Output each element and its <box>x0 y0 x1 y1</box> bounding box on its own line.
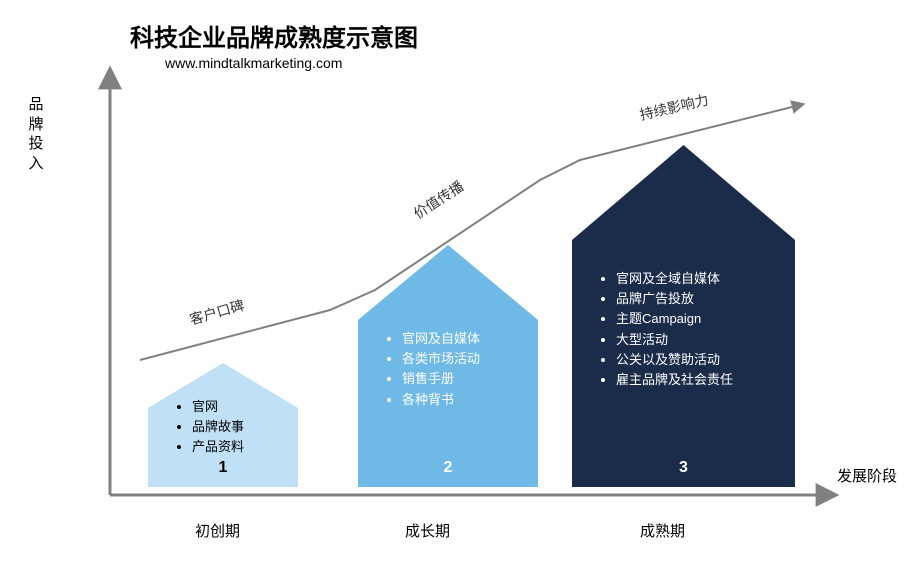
stage-number-2: 2 <box>358 459 538 477</box>
brand-maturity-diagram: 科技企业品牌成熟度示意图 www.mindtalkmarketing.com 品… <box>0 0 922 578</box>
stage-item: 主题Campaign <box>616 310 733 328</box>
stage-item: 公关以及赞助活动 <box>616 351 733 369</box>
stage-item: 各种背书 <box>402 391 480 409</box>
stage-item: 品牌广告投放 <box>616 290 733 308</box>
stage-items-1: 官网品牌故事产品资料 <box>170 398 244 459</box>
stage-label-2: 成长期 <box>405 520 450 541</box>
stage-item: 品牌故事 <box>192 418 244 436</box>
stage-number-1: 1 <box>148 459 298 477</box>
stage-label-1: 初创期 <box>195 520 240 541</box>
stage-label-3: 成熟期 <box>640 520 685 541</box>
stage-house-2: 官网及自媒体各类市场活动销售手册各种背书 2 <box>358 245 538 487</box>
stage-house-1: 官网品牌故事产品资料1 <box>148 363 298 487</box>
stage-item: 各类市场活动 <box>402 350 480 368</box>
stage-item: 官网及全域自媒体 <box>616 270 733 288</box>
stage-item: 官网及自媒体 <box>402 330 480 348</box>
stage-items-2: 官网及自媒体各类市场活动销售手册各种背书 <box>380 330 480 411</box>
stage-item: 销售手册 <box>402 370 480 388</box>
stage-item: 雇主品牌及社会责任 <box>616 371 733 389</box>
stage-house-3: 官网及全域自媒体品牌广告投放主题Campaign 大型活动公关以及赞助活动雇主品牌… <box>572 145 795 487</box>
stage-item: 大型活动 <box>616 331 733 349</box>
stage-items-3: 官网及全域自媒体品牌广告投放主题Campaign 大型活动公关以及赞助活动雇主品牌… <box>594 270 733 391</box>
stage-item: 产品资料 <box>192 438 244 456</box>
stage-item: 官网 <box>192 398 244 416</box>
stage-number-3: 3 <box>572 459 795 477</box>
